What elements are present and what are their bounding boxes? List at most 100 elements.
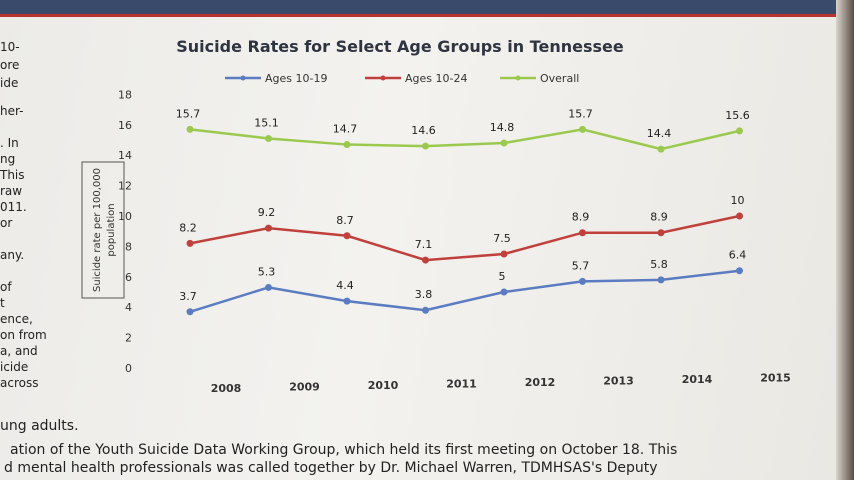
chart-legend: Ages 10-19 Ages 10-24 Overall <box>225 72 579 85</box>
left-fragment: of <box>0 280 12 294</box>
data-point <box>500 288 508 296</box>
x-tick-label: 2011 <box>446 378 477 391</box>
left-fragment: or <box>0 216 13 230</box>
left-fragment: ide <box>0 76 19 90</box>
legend-marker <box>515 75 521 81</box>
left-text-fragments: 10- ore ide her- . In ng This raw 011. or any. of t e… <box>0 0 52 480</box>
data-point <box>422 142 429 150</box>
data-point <box>186 239 194 247</box>
page-edge <box>836 0 854 480</box>
data-point <box>422 306 429 314</box>
data-point <box>186 308 194 316</box>
data-point <box>579 125 586 133</box>
data-label: 14.6 <box>411 124 436 137</box>
legend-label: Overall <box>540 72 579 85</box>
data-label: 15.7 <box>568 107 593 120</box>
x-tick-label: 2015 <box>760 372 791 385</box>
data-point <box>736 212 743 220</box>
y-tick-label: 10 <box>118 210 132 223</box>
chart-title: Suicide Rates for Select Age Groups in T… <box>176 37 624 56</box>
data-label: 5.7 <box>572 259 590 272</box>
legend-label: Ages 10-24 <box>405 72 467 85</box>
document-page: 10- ore ide her- . In ng This raw 011. or any. of t e… <box>0 0 836 480</box>
x-tick-label: 2010 <box>368 379 399 392</box>
series-line <box>189 269 740 313</box>
data-point <box>265 224 272 232</box>
data-label: 14.8 <box>490 121 515 134</box>
y-tick-label: 14 <box>118 149 132 162</box>
left-fragment: icide <box>0 360 29 374</box>
left-fragment: a, and <box>0 344 38 358</box>
x-tick-label: 2008 <box>211 382 242 395</box>
series-line <box>189 214 740 262</box>
series-0: 3.7 5.3 4.4 3.8 5 5.7 5.8 6.4 <box>179 249 746 316</box>
data-point <box>657 276 665 284</box>
series-line <box>189 128 740 151</box>
data-label: 15.7 <box>176 107 201 120</box>
line-chart: Suicide Rates for Select Age Groups in T… <box>81 37 791 396</box>
data-label: 8.9 <box>572 211 590 224</box>
data-point <box>343 297 351 305</box>
x-tick-label: 2014 <box>682 373 713 386</box>
y-tick-label: 4 <box>125 301 132 314</box>
data-point <box>343 141 351 149</box>
y-tick-label: 6 <box>125 271 132 284</box>
data-point <box>579 229 586 237</box>
y-tick-label: 2 <box>125 332 132 345</box>
left-fragment: on from <box>0 328 47 342</box>
x-axis: 2008 2009 2010 2011 2012 2013 2014 2015 <box>211 372 791 396</box>
left-fragment: ence, <box>0 312 33 326</box>
data-label: 7.1 <box>415 238 433 251</box>
data-point <box>343 232 351 240</box>
data-point <box>736 127 743 135</box>
data-point <box>736 267 743 275</box>
data-label: 8.7 <box>336 214 354 227</box>
data-point <box>657 229 665 237</box>
bottom-text-line-1: ation of the Youth Suicide Data Working … <box>10 442 678 458</box>
y-tick-label: 8 <box>125 240 132 253</box>
data-label: 5.8 <box>650 258 668 271</box>
y-axis-label-line-2: population <box>106 203 117 256</box>
data-label: 10 <box>731 194 745 207</box>
data-label: 4.4 <box>336 279 354 292</box>
left-fragment: raw <box>0 184 23 198</box>
data-label: 5.3 <box>258 265 276 278</box>
left-fragment: ng <box>0 152 16 166</box>
data-label: 8.9 <box>650 211 668 224</box>
legend-label: Ages 10-19 <box>265 72 327 85</box>
bottom-text-line-0: ung adults. <box>0 418 79 434</box>
left-fragment: . In <box>0 136 19 150</box>
x-tick-label: 2012 <box>525 376 556 389</box>
series-2: 15.7 15.1 14.7 14.6 14.8 15.7 14.4 15.6 <box>176 107 750 153</box>
data-label: 5 <box>499 270 506 283</box>
data-point <box>579 277 586 285</box>
series-group: 3.7 5.3 4.4 3.8 5 5.7 5.8 6.4 8.2 9.2 8.7 7.1 7.5 8.9… <box>176 107 750 316</box>
data-point <box>422 256 429 264</box>
legend-marker <box>380 75 386 81</box>
data-label: 14.4 <box>647 127 672 140</box>
series-1: 8.2 9.2 8.7 7.1 7.5 8.9 8.9 10 <box>179 194 745 264</box>
data-label: 6.4 <box>729 249 747 262</box>
data-label: 15.1 <box>254 116 279 129</box>
data-label: 15.6 <box>725 109 750 122</box>
y-tick-label: 0 <box>125 362 132 375</box>
left-fragment: This <box>0 168 25 182</box>
data-point <box>265 283 272 291</box>
data-label: 3.8 <box>415 288 433 301</box>
data-label: 8.2 <box>179 221 197 234</box>
left-fragment: t <box>0 296 5 310</box>
left-fragment: across <box>0 376 39 390</box>
y-tick-label: 18 <box>118 88 132 101</box>
y-axis: 0 2 4 6 8 10 12 14 16 18 <box>118 88 132 375</box>
x-tick-label: 2013 <box>603 375 634 388</box>
header-bar <box>0 0 836 17</box>
data-label: 3.7 <box>179 290 197 303</box>
data-label: 7.5 <box>493 232 511 245</box>
y-axis-label-box <box>81 161 125 299</box>
left-fragment: her- <box>0 104 24 118</box>
data-point <box>265 134 272 142</box>
data-point <box>186 125 194 133</box>
x-tick-label: 2009 <box>289 381 320 394</box>
data-point <box>500 139 508 147</box>
y-tick-label: 12 <box>118 180 132 193</box>
